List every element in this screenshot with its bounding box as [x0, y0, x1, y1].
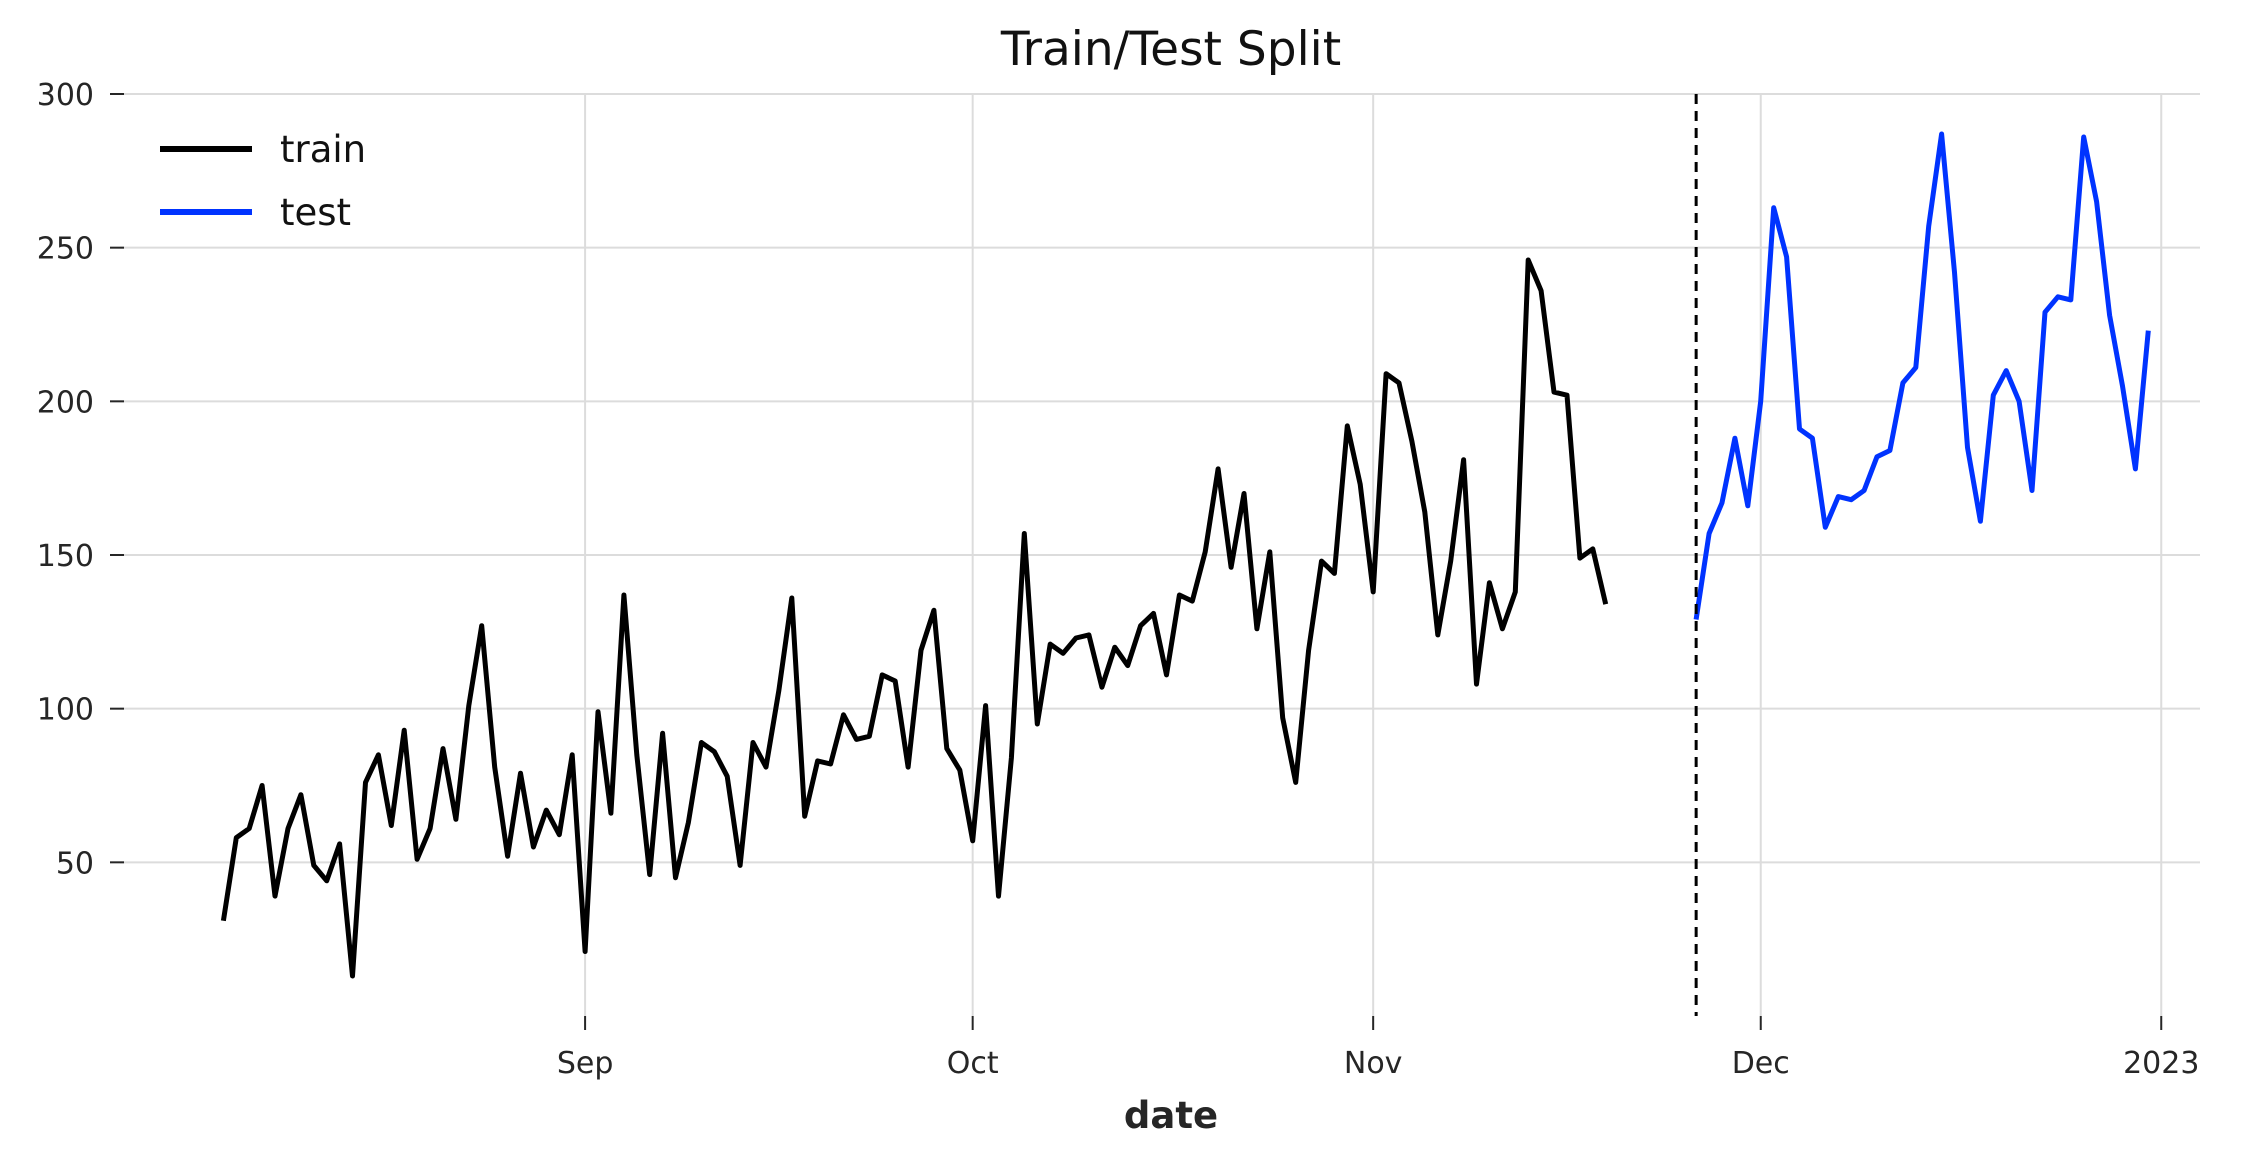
y-tick-label: 150: [37, 539, 94, 574]
series-line-test: [1693, 131, 2151, 620]
y-tick-label: 100: [37, 693, 94, 728]
legend: train test: [160, 128, 366, 234]
y-tick-label: 200: [37, 385, 94, 420]
y-tick-label: 300: [37, 78, 94, 113]
x-tick-label: Oct: [947, 1046, 999, 1081]
y-tick-label: 50: [56, 846, 94, 881]
legend-label-test: test: [280, 191, 351, 234]
legend-label-train: train: [280, 128, 366, 171]
x-tick-label: Dec: [1732, 1046, 1790, 1081]
grid: [120, 93, 2200, 1016]
axes: 50 100 150 200 250 300 Sep Oct Nov Dec 2023: [37, 78, 2200, 1081]
y-tick-label: 250: [37, 232, 94, 267]
series-lines: [220, 131, 2151, 979]
chart-title: Train/Test Split: [1000, 22, 1341, 77]
series-line-train: [220, 257, 1609, 979]
x-tick-label: Nov: [1344, 1046, 1403, 1081]
x-tick-label: 2023: [2123, 1046, 2199, 1081]
x-axis-label: date: [1124, 1094, 1218, 1137]
x-tick-label: Sep: [557, 1046, 614, 1081]
